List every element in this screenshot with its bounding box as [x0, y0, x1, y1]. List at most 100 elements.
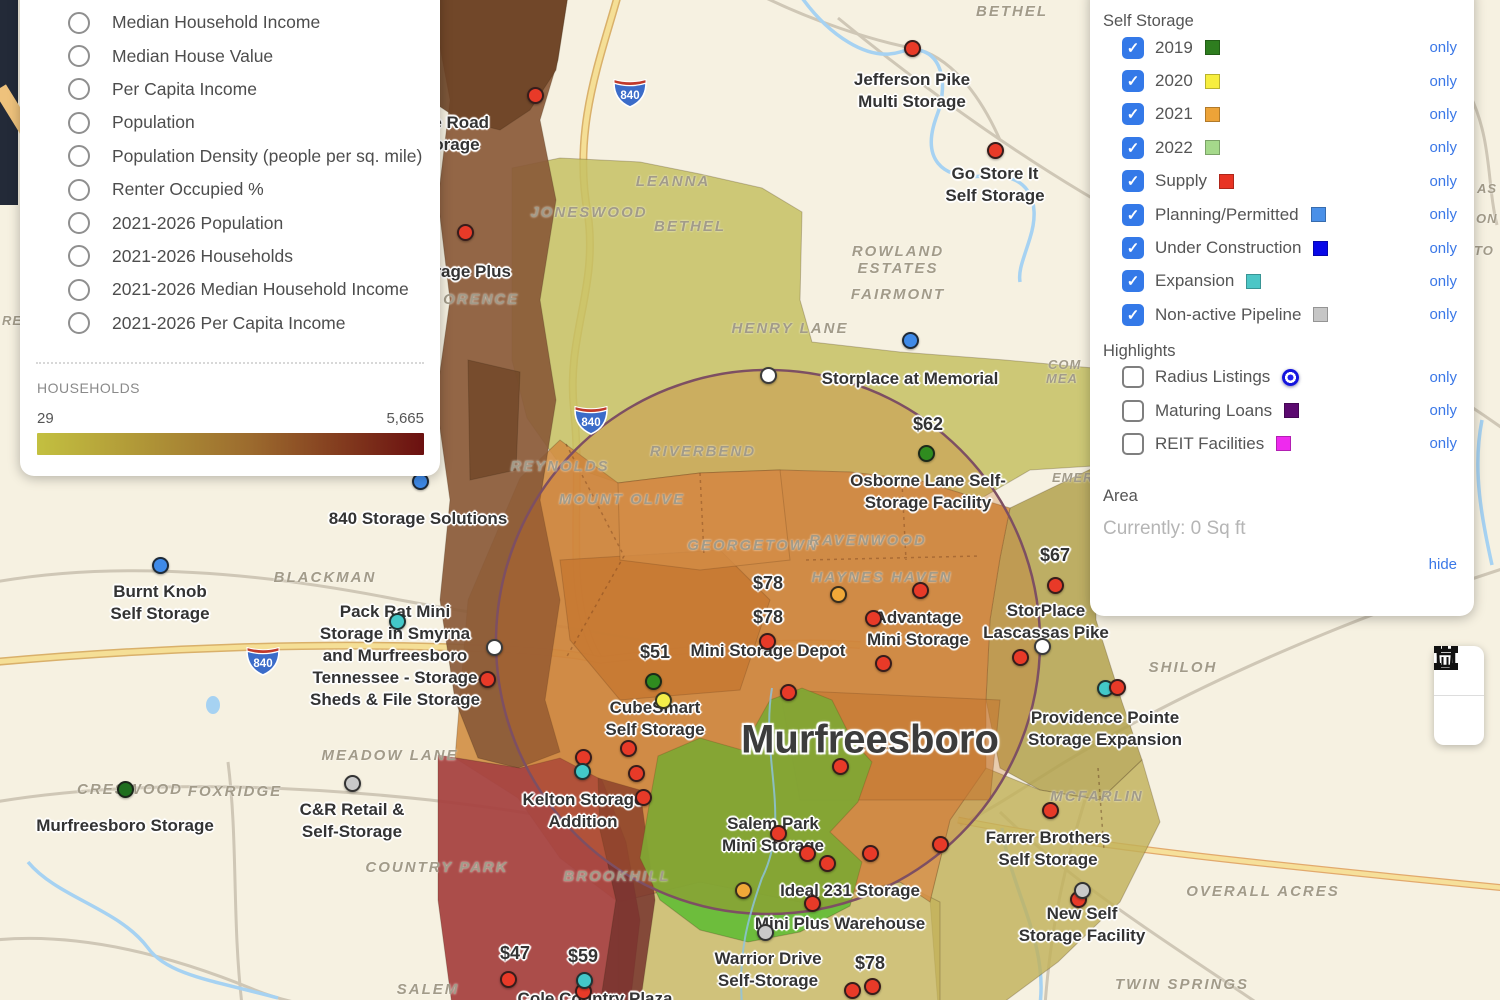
facility-label[interactable]: Mini Plus Warehouse	[754, 914, 926, 933]
layer-checkbox[interactable]: ✓	[1122, 203, 1144, 226]
facility-label[interactable]: New Self Storage Facility	[1018, 904, 1146, 945]
map-marker-supply[interactable]	[758, 632, 776, 650]
map-marker-2021[interactable]	[829, 585, 847, 603]
map-marker-expansion[interactable]	[573, 762, 591, 780]
layer-only-link[interactable]: only	[1429, 368, 1457, 386]
map-marker-supply[interactable]	[634, 788, 652, 806]
facility-label[interactable]: Murfreesboro Storage	[36, 816, 214, 835]
map-marker-2019[interactable]	[917, 444, 935, 462]
layer-checkbox[interactable]: ✓	[1122, 36, 1144, 59]
radio-button[interactable]	[68, 245, 90, 268]
price-label[interactable]: $78	[752, 607, 784, 627]
layer-checkbox[interactable]: ✓	[1122, 103, 1144, 126]
map-marker-expansion[interactable]	[388, 612, 406, 630]
map-marker-supply[interactable]	[931, 835, 949, 853]
map-marker-radius-listing[interactable]	[485, 638, 503, 656]
map-marker-supply[interactable]	[831, 757, 849, 775]
radio-option-row[interactable]: Population	[46, 106, 440, 139]
price-label[interactable]: $62	[912, 414, 944, 434]
map-marker-supply[interactable]	[499, 970, 517, 988]
layer-only-link[interactable]: only	[1429, 139, 1457, 157]
map-marker-supply[interactable]	[1011, 648, 1029, 666]
facility-label[interactable]: Cole Country Plaza	[517, 989, 673, 1000]
layer-only-link[interactable]: only	[1429, 239, 1457, 257]
layer-checkbox[interactable]: ✓	[1122, 70, 1144, 93]
radio-button[interactable]	[68, 111, 90, 134]
map-marker-supply[interactable]	[861, 844, 879, 862]
layer-checkbox[interactable]: ✓	[1122, 136, 1144, 159]
radio-button[interactable]	[68, 11, 90, 34]
radio-button[interactable]	[68, 212, 90, 235]
map-marker-supply[interactable]	[627, 764, 645, 782]
radio-option-row[interactable]: 2021-2026 Households	[46, 240, 440, 273]
radio-option-row[interactable]: 2021-2026 Median Household Income	[46, 273, 440, 306]
facility-label[interactable]: Osborne Lane Self- Storage Facility	[850, 471, 1006, 512]
layer-only-link[interactable]: only	[1429, 206, 1457, 224]
map-marker-2020[interactable]	[654, 691, 672, 709]
radio-option-row[interactable]: Median Household Income	[46, 6, 440, 39]
layer-checkbox[interactable]: ✓	[1122, 237, 1144, 260]
radio-button[interactable]	[68, 78, 90, 101]
facility-label[interactable]: StorPlace Lascassas Pike	[983, 601, 1109, 642]
map-marker-supply[interactable]	[911, 581, 929, 599]
radio-option-row[interactable]: Median House Value	[46, 39, 440, 72]
map-marker-2021[interactable]	[734, 881, 752, 899]
map-marker-supply[interactable]	[456, 223, 474, 241]
map-marker-supply[interactable]	[874, 654, 892, 672]
map-marker-2019[interactable]	[116, 780, 134, 798]
radio-button[interactable]	[68, 312, 90, 335]
facility-label[interactable]: Go Store It Self Storage	[945, 164, 1045, 205]
layer-checkbox[interactable]: ✓	[1122, 170, 1144, 193]
facility-label[interactable]: Burnt Knob Self Storage	[110, 582, 210, 623]
map-marker-supply[interactable]	[1046, 576, 1064, 594]
layer-only-link[interactable]: only	[1429, 105, 1457, 123]
map-marker-non-active[interactable]	[1073, 881, 1091, 899]
map-marker-supply[interactable]	[526, 86, 544, 104]
facility-label[interactable]: Warrior Drive Self-Storage	[714, 949, 822, 990]
map-marker-planning[interactable]	[901, 331, 919, 349]
map-marker-supply[interactable]	[803, 894, 821, 912]
map-marker-supply[interactable]	[798, 844, 816, 862]
facility-label[interactable]: Kelton Storage Addition	[522, 790, 644, 831]
map-marker-supply[interactable]	[619, 739, 637, 757]
map-marker-supply[interactable]	[903, 39, 921, 57]
facility-label[interactable]: Mini Storage Depot	[690, 641, 846, 660]
radio-option-row[interactable]: 2021-2026 Population	[46, 206, 440, 239]
layer-checkbox[interactable]: ✓	[1122, 303, 1144, 326]
layer-checkbox[interactable]: ✓	[1122, 270, 1144, 293]
map-marker-supply[interactable]	[843, 981, 861, 999]
facility-label[interactable]: Storplace at Memorial	[821, 369, 999, 388]
layer-only-link[interactable]: only	[1429, 39, 1457, 57]
map-marker-supply[interactable]	[1041, 801, 1059, 819]
facility-label[interactable]: 840 Storage Solutions	[328, 509, 508, 528]
radio-option-row[interactable]: 2021-2026 Per Capita Income	[46, 307, 440, 340]
price-label[interactable]: $51	[639, 642, 671, 662]
map-marker-supply[interactable]	[478, 670, 496, 688]
facility-label[interactable]: Advantage Mini Storage	[866, 608, 970, 649]
map-marker-2019[interactable]	[644, 672, 662, 690]
map-marker-non-active[interactable]	[343, 774, 361, 792]
map-marker-non-active[interactable]	[756, 923, 774, 941]
facility-label[interactable]: Pack Rat Mini Storage in Smyrna and Murfre…	[309, 602, 481, 709]
price-label[interactable]: $59	[567, 946, 599, 966]
map-marker-supply[interactable]	[779, 683, 797, 701]
layer-only-link[interactable]: only	[1429, 72, 1457, 90]
price-label[interactable]: $78	[854, 953, 886, 973]
layer-only-link[interactable]: only	[1429, 272, 1457, 290]
radio-option-row[interactable]: Population Density (people per sq. mile)	[46, 140, 440, 173]
layer-only-link[interactable]: only	[1429, 435, 1457, 453]
layer-checkbox[interactable]	[1122, 399, 1144, 422]
hide-panel-link[interactable]: hide	[1428, 555, 1457, 573]
map-marker-supply[interactable]	[986, 141, 1004, 159]
map-marker-supply[interactable]	[769, 824, 787, 842]
map-marker-expansion[interactable]	[575, 971, 593, 989]
price-label[interactable]: $67	[1039, 545, 1071, 565]
facility-label[interactable]: C&R Retail & Self-Storage	[299, 800, 405, 841]
map-marker-radius-listing[interactable]	[759, 366, 777, 384]
layer-only-link[interactable]: only	[1429, 402, 1457, 420]
price-label[interactable]: $78	[752, 573, 784, 593]
facility-label[interactable]: Providence Pointe Storage Expansion	[1028, 708, 1182, 749]
map-marker-supply[interactable]	[818, 854, 836, 872]
layer-only-link[interactable]: only	[1429, 306, 1457, 324]
facility-label[interactable]: Farrer Brothers Self Storage	[985, 828, 1111, 869]
